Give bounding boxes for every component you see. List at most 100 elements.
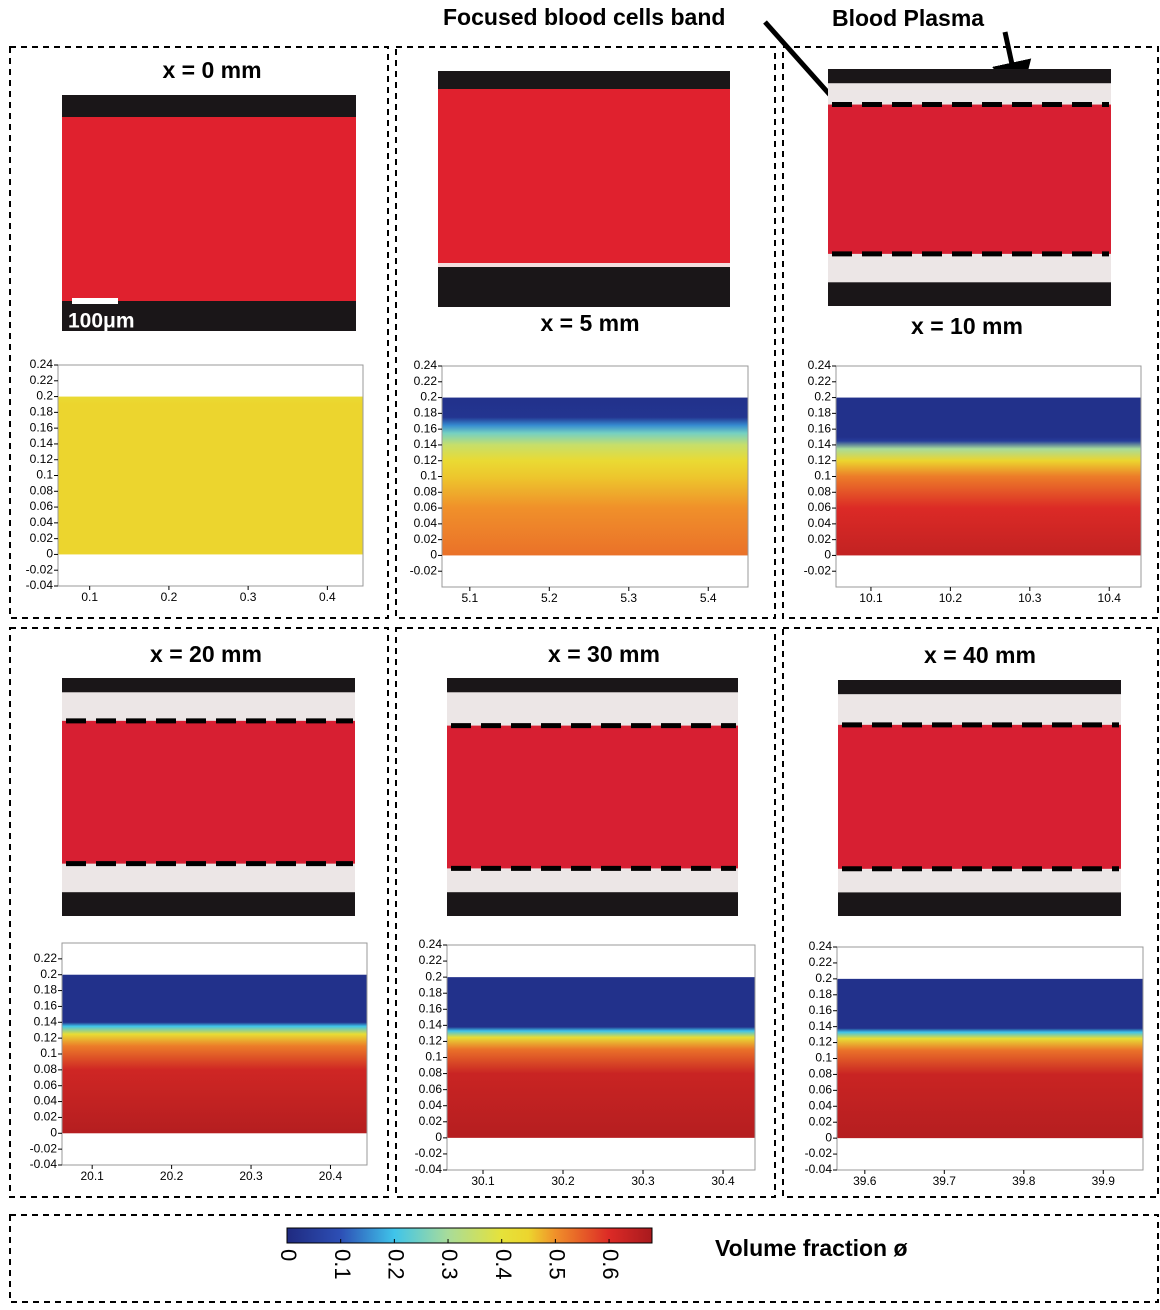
y-tick-label: 0.04 — [808, 516, 832, 530]
x-tick-label: 39.6 — [853, 1174, 877, 1188]
photo-blood — [447, 726, 738, 869]
y-tick-label: 0.1 — [420, 469, 437, 483]
x-tick-label: 20.1 — [81, 1169, 105, 1183]
x-tick-label: 0.1 — [81, 590, 98, 604]
panel-title: x = 0 mm — [162, 57, 261, 83]
channel-field — [442, 398, 748, 556]
y-tick-label: 0.16 — [30, 420, 54, 434]
y-tick-label: 0 — [824, 548, 831, 562]
y-tick-label: 0.2 — [425, 969, 442, 983]
panel: x = 30 mm-0.04-0.0200.020.040.060.080.10… — [415, 641, 755, 1188]
y-tick-label: 0.22 — [30, 373, 54, 387]
x-tick-label: 5.3 — [620, 591, 637, 605]
scale-label: 100μm — [68, 310, 135, 333]
y-tick-label: 0.22 — [809, 955, 833, 969]
y-tick-label: 0.02 — [809, 1114, 833, 1128]
y-tick-label: -0.02 — [804, 563, 832, 577]
y-tick-label: 0 — [825, 1130, 832, 1144]
y-tick-label: 0 — [46, 547, 53, 561]
y-tick-label: 0.2 — [420, 390, 437, 404]
y-tick-label: 0.08 — [419, 1066, 443, 1080]
y-tick-label: 0.06 — [419, 1082, 443, 1096]
y-tick-label: 0.1 — [815, 1051, 832, 1065]
photo-blood — [438, 89, 730, 265]
y-tick-label: 0.08 — [30, 483, 54, 497]
x-tick-label: 5.1 — [461, 591, 478, 605]
colorbar-label: Volume fraction ø — [715, 1235, 908, 1261]
x-tick-label: 0.2 — [161, 590, 178, 604]
x-tick-label: 39.8 — [1012, 1174, 1036, 1188]
y-tick-label: 0.06 — [30, 499, 54, 513]
annotation: Focused blood cells band — [443, 4, 725, 30]
panel: x = 40 mm-0.04-0.0200.020.040.060.080.10… — [805, 642, 1143, 1188]
y-tick-label: 0.16 — [808, 421, 832, 435]
y-tick-label: 0.1 — [425, 1050, 442, 1064]
y-tick-label: -0.02 — [26, 562, 54, 576]
panel-title: x = 10 mm — [911, 313, 1023, 339]
x-tick-label: 20.4 — [319, 1169, 343, 1183]
y-tick-label: 0.2 — [815, 971, 832, 985]
y-tick-label: 0.1 — [814, 469, 831, 483]
colorbar-tick-label: 0.2 — [384, 1249, 409, 1280]
x-tick-label: 10.2 — [939, 591, 963, 605]
y-tick-label: 0.14 — [809, 1019, 833, 1033]
y-tick-label: 0.02 — [419, 1114, 443, 1128]
y-tick-label: 0.14 — [808, 437, 832, 451]
y-tick-label: -0.02 — [30, 1141, 58, 1155]
x-tick-label: 39.9 — [1092, 1174, 1116, 1188]
x-tick-label: 20.2 — [160, 1169, 184, 1183]
channel-field — [447, 977, 755, 1138]
panel: x = 20 mm-0.04-0.0200.020.040.060.080.10… — [30, 641, 367, 1183]
y-tick-label: -0.02 — [410, 563, 438, 577]
x-tick-label: 30.3 — [631, 1174, 655, 1188]
y-tick-label: 0.18 — [808, 406, 832, 420]
photo-blood — [838, 725, 1121, 869]
colorbar-tick-label: 0.5 — [545, 1249, 570, 1280]
y-tick-label: 0.04 — [34, 1094, 58, 1108]
panel-title: x = 30 mm — [548, 641, 660, 667]
colorbar-tick-label: 0.3 — [437, 1249, 462, 1280]
x-tick-label: 30.1 — [471, 1174, 495, 1188]
y-tick-label: 0.12 — [30, 452, 54, 466]
y-tick-label: 0.1 — [40, 1046, 57, 1060]
y-tick-label: 0.12 — [809, 1035, 833, 1049]
y-tick-label: 0.12 — [34, 1030, 58, 1044]
x-tick-label: 10.3 — [1018, 591, 1042, 605]
y-tick-label: 0.12 — [808, 453, 832, 467]
y-tick-label: 0.18 — [809, 987, 833, 1001]
y-tick-label: 0.16 — [419, 1001, 443, 1015]
panel: x = 10 mm-0.0200.020.040.060.080.10.120.… — [804, 69, 1141, 605]
y-tick-label: 0.18 — [30, 405, 54, 419]
x-tick-label: 10.1 — [859, 591, 883, 605]
channel-field — [837, 979, 1143, 1138]
colorbar-tick-label: 0.4 — [491, 1249, 516, 1280]
y-tick-label: 0.02 — [30, 531, 54, 545]
y-tick-label: 0.2 — [36, 389, 53, 403]
y-tick-label: 0.08 — [809, 1067, 833, 1081]
y-tick-label: 0.2 — [40, 967, 57, 981]
x-tick-label: 30.2 — [551, 1174, 575, 1188]
y-tick-label: 0 — [50, 1125, 57, 1139]
photo-wall — [438, 263, 730, 267]
y-tick-label: 0.08 — [808, 484, 832, 498]
colorbar-tick-label: 0 — [276, 1249, 301, 1261]
y-tick-label: 0.06 — [809, 1083, 833, 1097]
y-tick-label: 0.14 — [419, 1018, 443, 1032]
x-tick-label: 30.4 — [711, 1174, 735, 1188]
y-tick-label: 0 — [430, 548, 437, 562]
y-tick-label: 0.16 — [414, 421, 438, 435]
y-tick-label: 0.24 — [30, 357, 54, 371]
channel-field — [836, 398, 1141, 556]
y-tick-label: -0.02 — [415, 1146, 443, 1160]
photo-blood — [62, 721, 355, 864]
channel-field — [62, 975, 367, 1134]
y-tick-label: 0.06 — [414, 500, 438, 514]
y-tick-label: -0.04 — [26, 578, 54, 592]
y-tick-label: 0.12 — [419, 1034, 443, 1048]
y-tick-label: 0.16 — [34, 999, 58, 1013]
scale-bar — [72, 298, 118, 304]
y-tick-label: 0.04 — [809, 1098, 833, 1112]
y-tick-label: 0.24 — [419, 937, 443, 951]
y-tick-label: 0.14 — [414, 437, 438, 451]
colorbar-tick-label: 0.6 — [598, 1249, 623, 1280]
